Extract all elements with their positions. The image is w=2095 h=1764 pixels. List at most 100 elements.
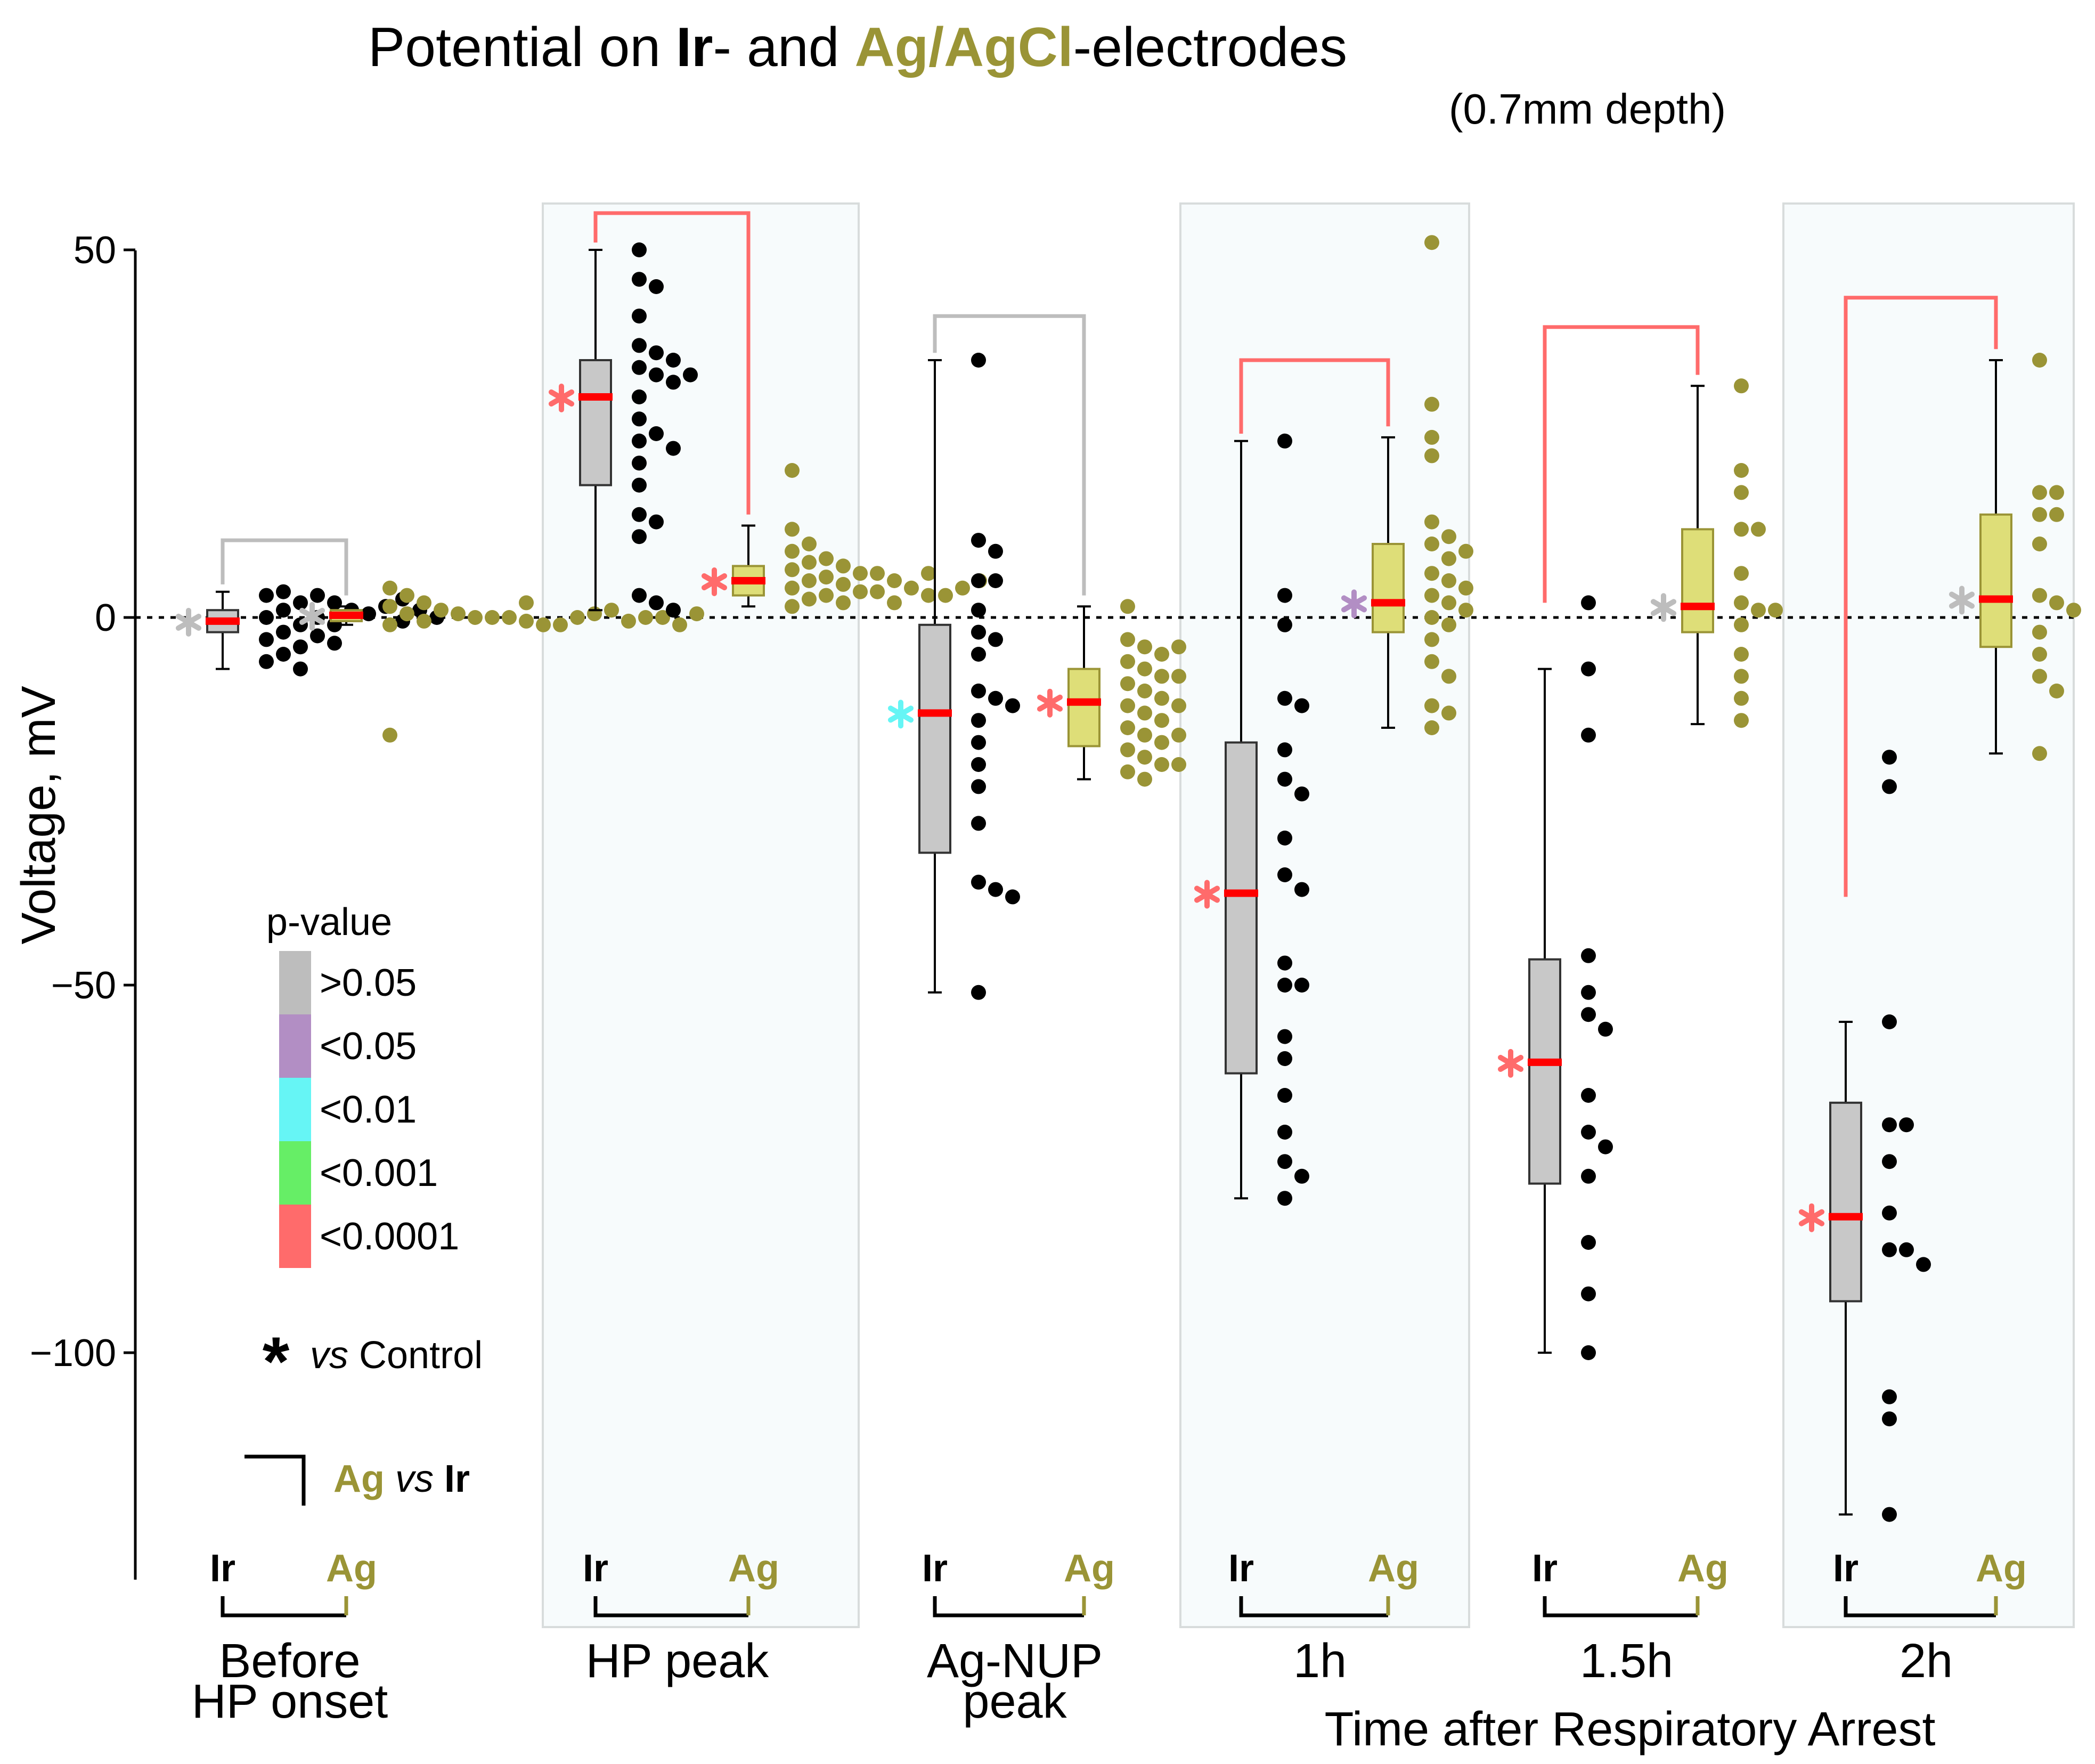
ag-series-point xyxy=(1424,396,1439,412)
ag-series-point xyxy=(1441,551,1456,566)
ag-series-point xyxy=(2066,603,2081,618)
ir-series-point xyxy=(327,595,342,611)
ir-series-point xyxy=(632,338,647,353)
ag-series-point xyxy=(785,543,800,559)
ir-series-point xyxy=(1277,1029,1292,1044)
legend-swatch-label: <0.05 xyxy=(320,1025,417,1068)
ir-series-significance-star xyxy=(548,384,575,412)
ir-series-point xyxy=(988,632,1003,647)
ag-series-point xyxy=(1137,750,1152,765)
ag-series-point xyxy=(1424,698,1439,713)
ag-series-point xyxy=(887,595,902,611)
ir-series-point xyxy=(666,441,681,456)
ir-series-point xyxy=(1882,1117,1897,1133)
ag-series-point xyxy=(1734,713,1749,728)
ir-series-point xyxy=(1882,1154,1897,1169)
ag-series-point xyxy=(2032,746,2047,761)
ag-series-significance-star-stroke xyxy=(701,573,728,590)
ir-series-point xyxy=(971,757,986,772)
title-ag: Ag/AgCl xyxy=(854,17,1073,78)
legend-swatch xyxy=(279,951,311,1014)
ag-series-point xyxy=(870,584,885,599)
title-ir: Ir xyxy=(676,17,713,78)
legend-bracket-vs: vs xyxy=(395,1458,434,1500)
ir-series-significance-star-stroke xyxy=(1497,1054,1524,1072)
ag-series-point xyxy=(938,588,953,603)
ir-series-point xyxy=(259,610,274,625)
legend-star-text: vs Control xyxy=(310,1334,483,1377)
ag-series-significance-star xyxy=(1949,586,1975,615)
group-label: 1.5h xyxy=(1580,1635,1673,1688)
comparison-bracket xyxy=(933,314,1086,596)
ir-series-point xyxy=(1581,948,1596,963)
ir-series-point xyxy=(971,735,986,750)
ir-series-point xyxy=(988,690,1003,706)
ir-series-point xyxy=(1581,1345,1596,1360)
legend-bracket-ag: Ag xyxy=(333,1458,385,1500)
ir-series-point xyxy=(1899,1242,1914,1257)
ir-series-point xyxy=(1005,698,1020,713)
ir-series-point xyxy=(1277,1051,1292,1066)
ag-series-point xyxy=(2032,647,2047,662)
ir-series-significance-star xyxy=(175,607,202,637)
ir-series-point xyxy=(971,533,986,548)
ag-series-point xyxy=(802,573,817,588)
ir-series-point xyxy=(632,456,647,471)
ir-series-point xyxy=(1277,1088,1292,1103)
ag-series-point xyxy=(1120,599,1135,614)
ir-series-point xyxy=(1277,978,1292,993)
ir-series-point xyxy=(293,661,308,677)
ag-series-point xyxy=(819,588,834,603)
ag-series-point xyxy=(1424,235,1439,250)
ag-series-point xyxy=(2032,353,2047,368)
ir-series-point xyxy=(971,779,986,794)
ir-series-point xyxy=(1277,771,1292,787)
ag-series-point xyxy=(400,606,414,622)
y-axis-label: Voltage, mV xyxy=(12,686,66,944)
ag-series-point xyxy=(2049,485,2064,500)
ag-series-point xyxy=(1171,727,1186,743)
ag-series-point xyxy=(819,551,834,566)
ir-series-point xyxy=(276,647,291,662)
ag-series-point xyxy=(1768,603,1783,618)
ag-series-point xyxy=(1441,529,1456,544)
ag-series-significance-star-stroke xyxy=(1949,591,1975,609)
ag-series-point xyxy=(2032,624,2047,640)
x-axis-label: Time after Respiratory Arrest xyxy=(1325,1703,1936,1756)
ag-series-point xyxy=(1458,603,1473,618)
group-axis-bracket xyxy=(933,1596,1084,1617)
ir-series-point xyxy=(971,985,986,1000)
ir-series-point xyxy=(1294,978,1309,993)
ir-series-point xyxy=(1294,1168,1309,1184)
ir-series-point xyxy=(293,639,308,655)
ag-series-point xyxy=(1120,764,1135,779)
chart-title: Potential on Ir- and Ag/AgCl-electrodes xyxy=(368,17,1347,78)
ir-series-point xyxy=(1294,786,1309,802)
ir-series-point xyxy=(1581,1088,1596,1103)
ag-series-point xyxy=(2032,588,2047,603)
comparison-bracket xyxy=(1239,358,1390,434)
ir-series-point xyxy=(632,308,647,324)
electrode-label-ir: Ir xyxy=(583,1547,608,1590)
ag-series-point xyxy=(785,463,800,478)
panel-backgrounds xyxy=(542,202,2075,1628)
ir-series-point xyxy=(971,816,986,831)
ag-series-point xyxy=(1441,573,1456,588)
ag-series-point xyxy=(1120,720,1135,735)
ag-series-significance-star xyxy=(1341,589,1367,619)
ag-series-point xyxy=(1734,522,1749,537)
ag-series-point xyxy=(1137,639,1152,655)
ag-series-point xyxy=(819,570,834,585)
ag-series-point xyxy=(1120,632,1135,647)
ir-series-point xyxy=(1598,1021,1613,1037)
ir-series-significance-star-stroke xyxy=(175,613,202,631)
comparison-bracket xyxy=(221,538,348,596)
ag-series-significance-star xyxy=(701,567,728,596)
ir-series-point xyxy=(1581,1007,1596,1022)
ag-series-point xyxy=(468,610,483,625)
ag-series-point xyxy=(1734,647,1749,662)
ir-series-point xyxy=(1277,588,1292,603)
ir-series-point xyxy=(1882,1242,1897,1257)
ag-series-significance-star xyxy=(299,601,325,631)
